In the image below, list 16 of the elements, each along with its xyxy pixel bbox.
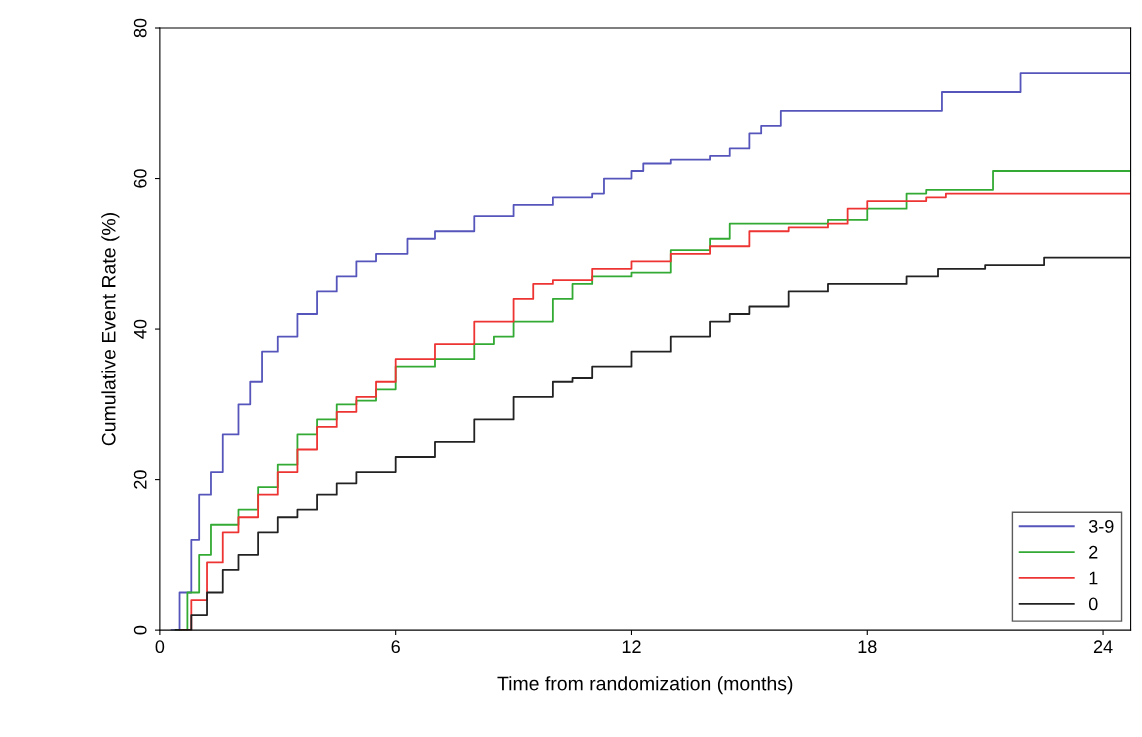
y-tick-label: 20 [133, 470, 147, 489]
x-tick-label: 12 [622, 640, 641, 653]
y-tick-label: 0 [133, 625, 147, 635]
x-tick-label: 24 [1093, 640, 1113, 653]
legend-label: 2 [1089, 545, 1098, 559]
y-tick-label: 60 [133, 169, 147, 188]
y-tick-label: 40 [133, 319, 147, 339]
legend-label: 3-9 [1088, 519, 1114, 533]
x-tick-label: 0 [155, 640, 165, 654]
legend-label: 0 [1088, 597, 1098, 611]
x-tick-label: 18 [858, 640, 877, 654]
x-axis-title: Time from randomization (months) [497, 676, 793, 695]
legend-label: 1 [1089, 571, 1098, 585]
y-axis-title: Cumulative Event Rate (%) [101, 213, 120, 446]
y-tick-label: 80 [133, 18, 147, 38]
x-tick-label: 6 [391, 640, 400, 654]
